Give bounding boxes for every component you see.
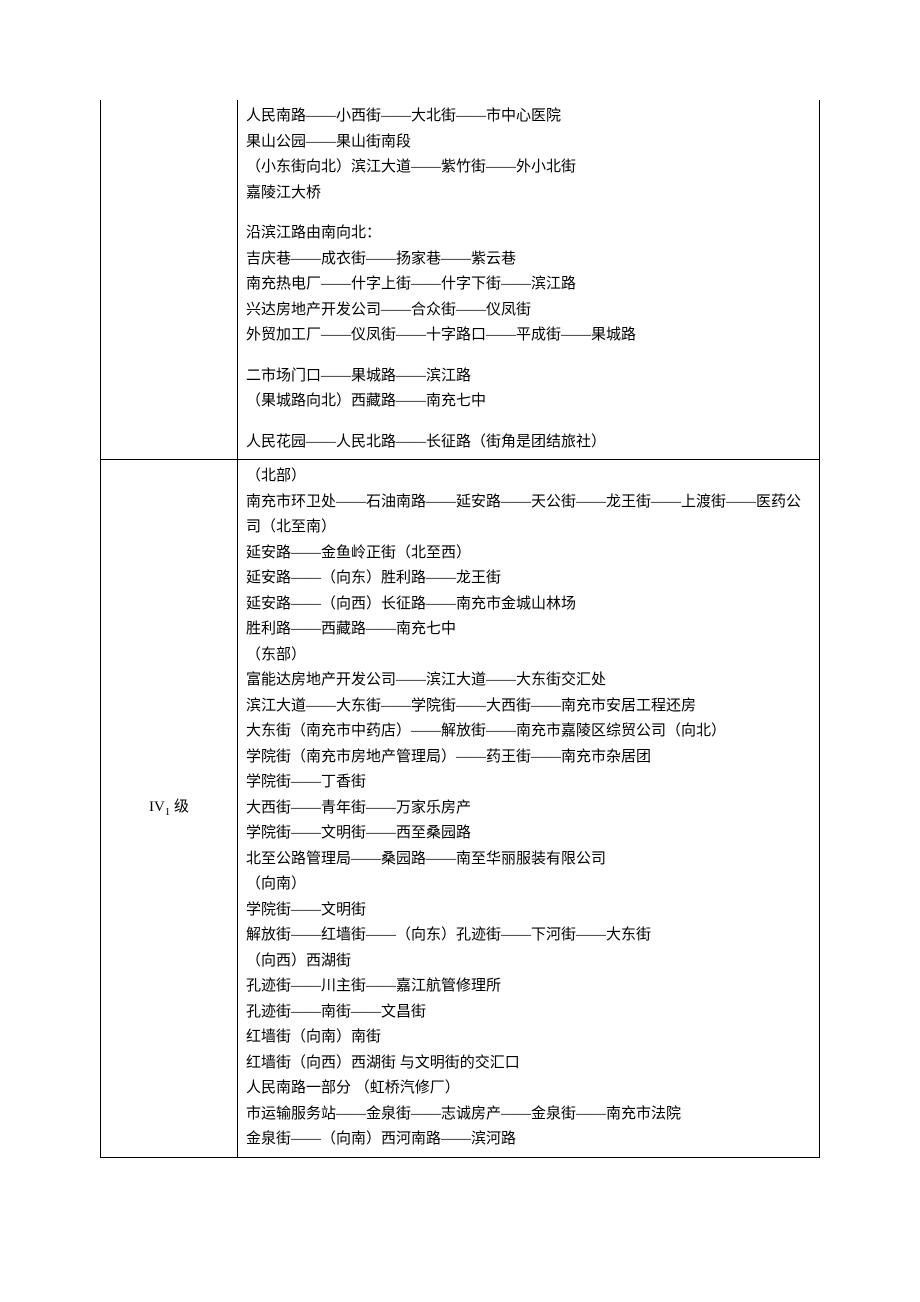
content-line: 二市场门口——果城路——滨江路 (246, 364, 811, 390)
content-line: 兴达房地产开发公司——合众街——仪凤街 (246, 298, 811, 324)
content-line: 吉庆巷——成衣街——扬家巷——紫云巷 (246, 247, 811, 273)
blank-line (246, 415, 811, 430)
blank-line (246, 349, 811, 364)
content-line: 人民花园——人民北路——长征路（街角是团结旅社） (246, 430, 811, 456)
content-line: 延安路——（向东）胜利路——龙王街 (246, 566, 811, 592)
content-cell: （北部）南充市环卫处——石油南路——延安路——天公街——龙王街——上渡街——医药… (238, 460, 820, 1158)
content-line: 富能达房地产开发公司——滨江大道——大东街交汇处 (246, 668, 811, 694)
content-line: 胜利路——西藏路——南充七中 (246, 617, 811, 643)
content-line: （小东街向北）滨江大道——紫竹街——外小北街 (246, 155, 811, 181)
document-page: 人民南路——小西街——大北街——市中心医院果山公园——果山街南段（小东街向北）滨… (0, 0, 920, 1218)
content-line: 嘉陵江大桥 (246, 181, 811, 207)
content-line: （向西）西湖街 (246, 949, 811, 975)
content-line: 金泉街——（向南）西河南路——滨河路 (246, 1127, 811, 1153)
content-line: 红墙街（向南）南街 (246, 1025, 811, 1051)
content-line: 延安路——金鱼岭正街（北至西） (246, 541, 811, 567)
content-line: 孔迹街——川主街——嘉江航管修理所 (246, 974, 811, 1000)
content-line: （北部） (246, 464, 811, 490)
land-classification-table: 人民南路——小西街——大北街——市中心医院果山公园——果山街南段（小东街向北）滨… (100, 100, 820, 1158)
level-cell: IV1 级 (101, 460, 238, 1158)
content-line: （向南） (246, 872, 811, 898)
level-label: IV (149, 799, 165, 815)
content-line: 南充市环卫处——石油南路——延安路——天公街——龙王街——上渡街——医药公司（北… (246, 490, 811, 541)
content-line: 大西街——青年街——万家乐房产 (246, 796, 811, 822)
content-cell: 人民南路——小西街——大北街——市中心医院果山公园——果山街南段（小东街向北）滨… (238, 100, 820, 460)
table-row: 人民南路——小西街——大北街——市中心医院果山公园——果山街南段（小东街向北）滨… (101, 100, 820, 460)
content-line: 北至公路管理局——桑园路——南至华丽服装有限公司 (246, 847, 811, 873)
content-line: 孔迹街——南街——文昌街 (246, 1000, 811, 1026)
content-line: 学院街——丁香街 (246, 770, 811, 796)
content-line: 学院街——文明街 (246, 898, 811, 924)
content-line: 延安路——（向西）长征路——南充市金城山林场 (246, 592, 811, 618)
content-line: 滨江大道——大东街——学院街——大西街——南充市安居工程还房 (246, 694, 811, 720)
content-line: 学院街——文明街——西至桑园路 (246, 821, 811, 847)
content-line: 沿滨江路由南向北： (246, 221, 811, 247)
table-row: IV1 级（北部）南充市环卫处——石油南路——延安路——天公街——龙王街——上渡… (101, 460, 820, 1158)
level-cell (101, 100, 238, 460)
content-line: （果城路向北）西藏路——南充七中 (246, 389, 811, 415)
content-line: 市运输服务站——金泉街——志诚房产——金泉街——南充市法院 (246, 1102, 811, 1128)
content-line: 果山公园——果山街南段 (246, 130, 811, 156)
content-line: 人民南路——小西街——大北街——市中心医院 (246, 104, 811, 130)
content-line: 南充热电厂——什字上街——什字下街——滨江路 (246, 272, 811, 298)
content-line: 人民南路一部分 （虹桥汽修厂） (246, 1076, 811, 1102)
content-line: 解放街——红墙街——（向东）孔迹街——下河街——大东街 (246, 923, 811, 949)
content-line: 红墙街（向西）西湖街 与文明街的交汇口 (246, 1051, 811, 1077)
blank-line (246, 206, 811, 221)
content-line: 学院街（南充市房地产管理局）——药王街——南充市杂居团 (246, 745, 811, 771)
content-line: （东部） (246, 643, 811, 669)
level-subscript: 1 (165, 806, 171, 818)
content-line: 外贸加工厂——仪凤街——十字路口——平成街——果城路 (246, 323, 811, 349)
content-line: 大东街（南充市中药店）——解放街——南充市嘉陵区综贸公司（向北） (246, 719, 811, 745)
